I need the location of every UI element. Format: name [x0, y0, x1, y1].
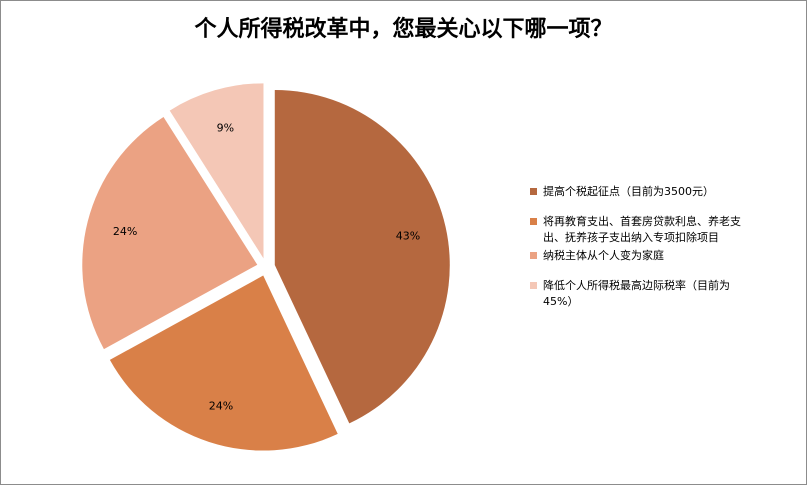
legend-swatch-2 [530, 218, 537, 225]
legend-item-1: 提高个税起征点（目前为3500元） [530, 184, 800, 200]
slice-label-2: 24% [209, 399, 233, 412]
legend-item-3: 纳税主体从个人变为家庭 [530, 248, 800, 264]
pie-slice-2 [109, 275, 338, 451]
legend-item-2: 将再教育支出、首套房贷款利息、养老支 出、抚养孩子支出纳入专项扣除项目 [530, 214, 800, 246]
legend-label-2-line-2: 出、抚养孩子支出纳入专项扣除项目 [543, 231, 719, 244]
slice-label-3: 24% [113, 225, 137, 238]
legend-label-4-line-2: 45%） [543, 295, 579, 308]
legend-swatch-3 [530, 252, 537, 259]
legend-label-1-line-1: 提高个税起征点（目前为3500元） [543, 185, 714, 198]
pie-slice-3 [82, 117, 258, 350]
chart-title: 个人所得税改革中，您最关心以下哪一项？ [194, 16, 613, 42]
slice-label-4: 9% [217, 121, 234, 134]
legend-label-2-line-1: 将再教育支出、首套房贷款利息、养老支 [543, 215, 741, 228]
legend-label-3-line-1: 纳税主体从个人变为家庭 [543, 249, 664, 262]
chart-legend: 提高个税起征点（目前为3500元） 将再教育支出、首套房贷款利息、养老支 出、抚养孩… [530, 184, 800, 324]
legend-swatch-4 [530, 282, 537, 289]
pie-slice-1 [274, 90, 450, 424]
pie-slice-4 [169, 83, 264, 259]
legend-swatch-1 [530, 188, 537, 195]
legend-label-4-line-1: 降低个人所得税最高边际税率（目前为 [543, 279, 730, 292]
slice-label-1: 43% [396, 229, 420, 242]
legend-item-4: 降低个人所得税最高边际税率（目前为 45%） [530, 278, 800, 310]
